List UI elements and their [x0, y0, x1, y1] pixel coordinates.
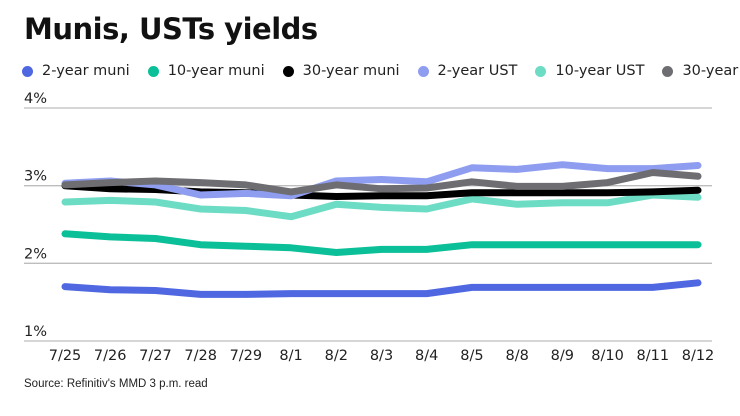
series-line-10-year-muni [61, 230, 702, 256]
legend-dot-icon [535, 65, 547, 77]
legend-item: 10-year UST [535, 63, 644, 79]
y-axis-labels: 4% 3% 2% 1% [24, 91, 47, 340]
x-tick-label: 7/29 [230, 348, 263, 364]
chart-title: Munis, USTs yields [24, 12, 318, 46]
x-tick-label: 7/25 [49, 348, 82, 364]
legend-label: 30-year UST [682, 63, 740, 79]
y-tick-label: 2% [24, 246, 47, 262]
series-line-2-year-muni [61, 279, 702, 298]
legend-item: 10-year muni [147, 63, 265, 79]
x-tick-label: 8/8 [505, 348, 528, 364]
legend-item: 30-year UST [662, 63, 740, 79]
legend-label: 2-year UST [437, 63, 518, 79]
legend-label: 2-year muni [42, 63, 130, 79]
x-tick-label: 8/11 [637, 348, 670, 364]
x-tick-label: 8/12 [682, 348, 715, 364]
x-tick-label: 7/28 [184, 348, 217, 364]
legend-label: 10-year muni [167, 63, 265, 79]
x-tick-label: 8/10 [591, 348, 624, 364]
x-tick-label: 7/27 [139, 348, 172, 364]
legend-dot-icon [662, 65, 674, 77]
legend-label: 30-year muni [302, 63, 400, 79]
legend-dot-icon [417, 65, 429, 77]
gridlines [24, 107, 712, 342]
source-note: Source: Refinitiv's MMD 3 p.m. read [24, 378, 208, 390]
series-line-10-year-ust [61, 191, 702, 221]
legend-dot-icon [22, 65, 33, 77]
legend-dot-icon [147, 65, 159, 77]
legend: 2-year muni 10-year muni 30-year muni 2-yea… [22, 63, 740, 79]
x-tick-label: 8/4 [415, 348, 438, 364]
legend-dot-icon [282, 65, 294, 77]
y-tick-label: 1% [24, 324, 47, 340]
series-lines [61, 161, 702, 298]
legend-label: 10-year UST [555, 63, 645, 79]
series-line-30-year-ust [61, 169, 702, 196]
x-tick-label: 8/9 [551, 348, 574, 364]
x-tick-label: 7/26 [94, 348, 127, 364]
legend-item: 2-year UST [417, 63, 518, 79]
x-tick-label: 8/2 [325, 348, 348, 364]
x-tick-label: 8/3 [370, 348, 393, 364]
legend-item: 2-year muni [22, 63, 130, 79]
y-tick-label: 3% [24, 169, 47, 185]
y-tick-label: 4% [24, 91, 47, 107]
x-tick-label: 8/5 [460, 348, 483, 364]
series-line-2-year-ust [61, 161, 702, 200]
x-tick-label: 8/1 [279, 348, 302, 364]
legend-item: 30-year muni [282, 63, 400, 79]
x-axis-labels: 7/25 7/26 7/27 7/28 7/29 8/1 8/2 8/3 8/4 8/5 8/8 8/… [49, 348, 715, 364]
